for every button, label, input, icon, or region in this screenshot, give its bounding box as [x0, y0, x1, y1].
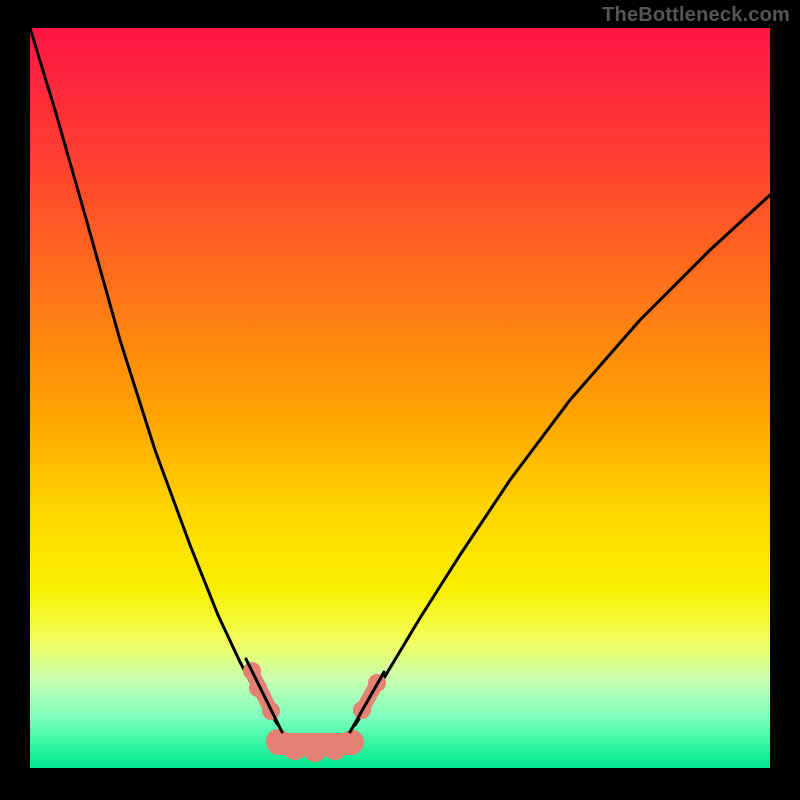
- chart-frame: TheBottleneck.com: [0, 0, 800, 800]
- plot-background: [30, 28, 770, 768]
- salmon-bottom-lobe-4: [340, 730, 364, 754]
- watermark-text: TheBottleneck.com: [602, 4, 790, 27]
- bottleneck-chart: [0, 0, 800, 800]
